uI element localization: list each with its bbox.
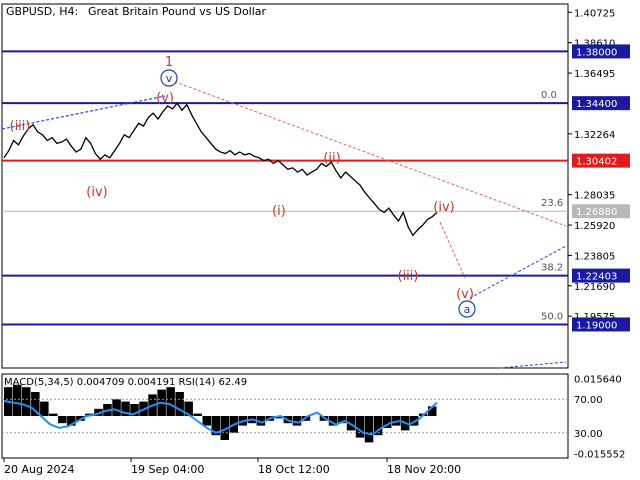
y-tick-label: 1.25920 — [574, 221, 615, 232]
price-line — [3, 102, 438, 237]
level-price-label: 1.22403 — [576, 272, 617, 283]
fib-label: 23.6 — [541, 198, 563, 209]
indicator-tick-label: 70.00 — [574, 395, 603, 406]
macd-bar — [292, 416, 302, 426]
macd-bar — [202, 416, 211, 426]
wave-label: (v) — [156, 91, 174, 106]
macd-bar — [49, 413, 58, 416]
red-trend-dotted — [169, 79, 567, 227]
wave-label: (iv) — [86, 185, 107, 200]
main-panel-frame — [1, 3, 569, 369]
macd-bar — [58, 416, 67, 424]
macd-bar — [337, 416, 347, 424]
macd-bar — [364, 416, 374, 443]
macd-bar — [184, 401, 193, 416]
macd-bar — [22, 387, 31, 416]
macd-bar — [166, 387, 175, 416]
indicator-tick-label: -0.015552 — [574, 449, 625, 460]
y-tick-label: 1.40725 — [574, 8, 615, 19]
wave-label: (iii) — [398, 269, 419, 284]
level-price-box — [572, 317, 630, 332]
macd-bar — [121, 401, 130, 416]
level-price-box — [572, 44, 630, 59]
macd-bar — [382, 416, 392, 428]
macd-bar — [67, 416, 76, 426]
blue-trend-dotted — [1, 95, 166, 130]
wave-label: v — [166, 72, 173, 85]
fib-label: 0.0 — [541, 90, 557, 101]
macd-bar — [428, 406, 437, 416]
wave-label: (iii) — [10, 119, 31, 134]
macd-bar — [346, 416, 356, 431]
macd-bar — [373, 416, 383, 436]
fib-label: 50.0 — [541, 311, 563, 322]
indicator-frame — [1, 373, 569, 459]
level-price-label: 1.38000 — [576, 47, 617, 58]
macd-bar — [40, 401, 49, 416]
y-tick-label: 1.23805 — [574, 251, 615, 262]
y-tick-label: 1.38610 — [574, 39, 615, 50]
wave-label: (v) — [456, 287, 474, 302]
wave-label: a — [464, 303, 471, 316]
y-tick-label: 1.32264 — [574, 130, 615, 141]
level-price-label: 1.30402 — [576, 157, 617, 168]
y-tick-label: 1.36495 — [574, 69, 615, 80]
level-price-label: 1.26880 — [576, 207, 617, 218]
wave-label: (ii) — [323, 151, 340, 166]
y-tick-label: 1.28035 — [574, 191, 615, 202]
macd-bar — [355, 416, 365, 438]
wave-label: (i) — [272, 204, 286, 219]
level-price-box — [572, 153, 630, 168]
macd-bar — [175, 392, 184, 416]
wave-label: (iv) — [433, 200, 454, 215]
macd-bar — [220, 416, 229, 440]
macd-bar — [13, 384, 22, 416]
projection-bottom — [499, 361, 567, 369]
macd-bar — [256, 416, 266, 426]
rsi-line — [3, 399, 438, 436]
macd-bar — [211, 416, 220, 436]
level-price-label: 1.34400 — [576, 99, 617, 110]
level-price-box — [572, 268, 630, 283]
projection-b — [469, 245, 567, 299]
fib-label: 38.2 — [541, 263, 563, 274]
chart-symbol: GBPUSD, H4: — [6, 5, 78, 18]
wave-label: 1 — [165, 55, 173, 70]
chart-description: Great Britain Pound vs US Dollar — [88, 5, 267, 18]
x-tick-label: 18 Oct 12:00 — [258, 463, 330, 476]
indicator-tick-label: 30.00 — [574, 429, 603, 440]
macd-bar — [112, 399, 121, 416]
level-price-box — [572, 96, 630, 111]
level-price-box — [572, 204, 630, 219]
x-tick-label: 20 Aug 2024 — [4, 463, 74, 476]
wave-circle — [160, 69, 178, 87]
x-tick-label: 19 Sep 04:00 — [131, 463, 204, 476]
level-price-label: 1.19000 — [576, 320, 617, 331]
macd-bar — [130, 404, 139, 416]
x-tick-label: 18 Nov 20:00 — [387, 463, 461, 476]
indicator-tick-label: 0.015640 — [574, 374, 622, 385]
wave-circle — [458, 300, 476, 318]
projection-to-v — [439, 221, 466, 279]
macd-bar — [31, 392, 40, 416]
macd-bar — [193, 413, 202, 416]
indicator-title: MACD(5,34,5) 0.004709 0.004191 RSI(14) 6… — [4, 377, 247, 388]
y-tick-label: 1.21690 — [574, 282, 615, 293]
macd-bar — [328, 416, 338, 426]
